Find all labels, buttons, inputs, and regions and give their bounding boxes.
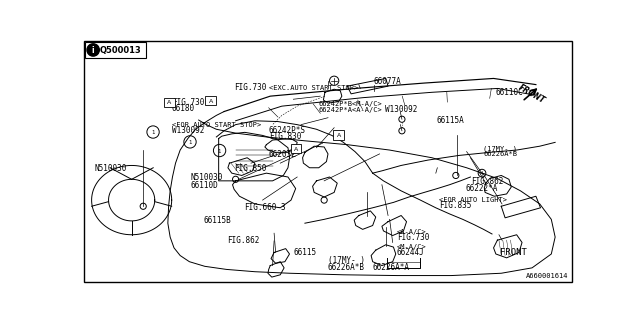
Text: 66244J: 66244J bbox=[397, 248, 425, 257]
Text: A660001614: A660001614 bbox=[525, 273, 568, 279]
Bar bbox=[291, 144, 301, 153]
Text: N510030: N510030 bbox=[190, 173, 222, 182]
Text: (17MY- ): (17MY- ) bbox=[483, 146, 517, 152]
Bar bbox=[164, 98, 175, 107]
Text: FRONT: FRONT bbox=[516, 83, 547, 105]
Text: <FOR AUTO START STOP>: <FOR AUTO START STOP> bbox=[172, 122, 261, 128]
Text: <A-A/C>: <A-A/C> bbox=[397, 229, 427, 235]
Text: A: A bbox=[167, 100, 172, 106]
Text: <EXC.AUTO START STOP>: <EXC.AUTO START STOP> bbox=[269, 85, 358, 91]
Text: 66110C: 66110C bbox=[495, 88, 524, 97]
Text: FIG.830: FIG.830 bbox=[269, 132, 301, 141]
Text: 66242P*S: 66242P*S bbox=[269, 126, 306, 135]
Text: 1: 1 bbox=[218, 149, 221, 154]
Text: 66242P*B<M-A/C>: 66242P*B<M-A/C> bbox=[318, 101, 382, 107]
Text: 66226A*A: 66226A*A bbox=[372, 263, 410, 272]
Text: 66226A*B: 66226A*B bbox=[483, 151, 517, 157]
Text: <FOR AUTO LIGHT>: <FOR AUTO LIGHT> bbox=[440, 197, 508, 203]
Circle shape bbox=[87, 44, 99, 56]
Text: 66115: 66115 bbox=[294, 248, 317, 257]
Text: <M-A/C>: <M-A/C> bbox=[397, 244, 427, 250]
Text: FIG.835: FIG.835 bbox=[440, 202, 472, 211]
Text: FIG.730: FIG.730 bbox=[397, 234, 429, 243]
Text: N510030: N510030 bbox=[95, 164, 127, 173]
Text: 66222*A: 66222*A bbox=[466, 184, 499, 193]
Text: 66077A: 66077A bbox=[373, 77, 401, 86]
Text: 66110D: 66110D bbox=[190, 180, 218, 189]
Text: W130092: W130092 bbox=[172, 126, 204, 135]
Bar bbox=[86, 42, 145, 58]
Text: 66115A: 66115A bbox=[436, 116, 464, 125]
Text: FIG.730: FIG.730 bbox=[172, 98, 204, 107]
Text: 66180: 66180 bbox=[172, 104, 195, 113]
Text: A: A bbox=[337, 133, 341, 138]
Text: FIG.862: FIG.862 bbox=[227, 236, 259, 245]
Text: 1: 1 bbox=[151, 130, 155, 135]
Text: FRONT: FRONT bbox=[500, 248, 527, 257]
Text: FIG.730: FIG.730 bbox=[234, 83, 267, 92]
Text: FIG.850: FIG.850 bbox=[234, 164, 267, 173]
Text: W130092: W130092 bbox=[385, 105, 417, 114]
Text: A: A bbox=[294, 147, 298, 152]
Text: 66242P*A<A-A/C>: 66242P*A<A-A/C> bbox=[318, 107, 382, 113]
Bar bbox=[205, 96, 216, 105]
Text: A: A bbox=[209, 99, 213, 104]
Bar bbox=[333, 130, 344, 140]
Text: FIG.862: FIG.862 bbox=[471, 177, 503, 186]
Text: 66226A*B: 66226A*B bbox=[328, 263, 365, 272]
Text: 1: 1 bbox=[188, 140, 192, 145]
Text: 66115B: 66115B bbox=[204, 216, 232, 225]
Text: (17MY- ): (17MY- ) bbox=[328, 256, 365, 265]
Text: i: i bbox=[92, 46, 95, 55]
Text: 66203Z: 66203Z bbox=[269, 150, 296, 159]
Text: Q500013: Q500013 bbox=[99, 46, 141, 55]
Text: FIG.660-3: FIG.660-3 bbox=[244, 203, 286, 212]
